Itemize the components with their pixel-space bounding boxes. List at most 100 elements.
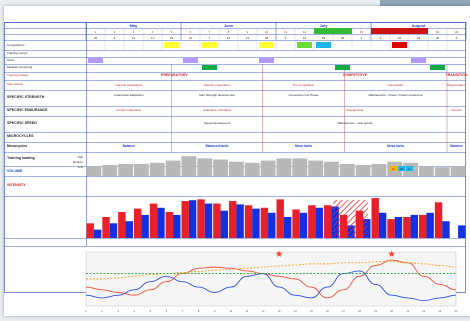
week-number: 12 xyxy=(303,30,307,34)
row-label: Tests xyxy=(7,58,15,62)
row-label: Medical monitoring xyxy=(7,65,33,69)
intensity-bar xyxy=(442,221,450,238)
intensity-bar xyxy=(252,208,260,238)
volume-bar xyxy=(244,205,253,238)
row-label: Mesocycles xyxy=(7,144,27,148)
strength-block: Conversion into Power xyxy=(288,93,318,97)
volume-bar xyxy=(213,203,221,238)
marker-competitions xyxy=(164,42,179,48)
intensity-bar xyxy=(220,210,228,238)
intensity-bar xyxy=(236,204,244,238)
intensity-bar xyxy=(141,214,149,238)
intensity-bar xyxy=(109,223,118,238)
load-bar xyxy=(355,165,371,176)
strength-block: Anatomical adaptation xyxy=(114,93,144,97)
week-date: 10 xyxy=(132,36,136,40)
endurance-block: Ergogenesis xyxy=(347,108,364,112)
load-bar xyxy=(229,161,244,176)
week-date: 23 xyxy=(417,36,421,40)
week-date: 5 xyxy=(285,36,287,40)
calendar-markers xyxy=(88,28,445,70)
load-bar xyxy=(339,163,355,176)
row-label: INTENSITY xyxy=(7,183,26,187)
row-label: SPECIFIC ENDURANCE xyxy=(7,108,48,112)
volume-bar xyxy=(419,214,427,238)
microcycle-label: Balanced lactic xyxy=(205,144,228,148)
week-date: 16 xyxy=(398,36,402,40)
volume-bar xyxy=(308,205,316,238)
intensity-bar xyxy=(268,212,276,238)
x-tick-label: 20 xyxy=(390,309,393,313)
load-bar xyxy=(450,166,466,176)
subphase-label: Regeneration xyxy=(447,83,465,87)
week-number: 15 xyxy=(360,30,364,34)
subphase-label: General preparation xyxy=(115,83,142,87)
load-level-label: Low xyxy=(78,165,84,169)
endurance-block: Anaerobic endurance xyxy=(203,108,232,112)
load-level-label: Medium xyxy=(73,160,84,164)
endurance-block: Aerobic xyxy=(451,108,462,112)
week-date: 19 xyxy=(322,36,326,40)
week-number: 10 xyxy=(265,30,269,34)
x-tick-label: 13 xyxy=(278,309,281,313)
x-tick-label: 15 xyxy=(310,309,313,313)
load-bar xyxy=(165,160,181,176)
intensity-bar xyxy=(315,207,323,238)
load-bar xyxy=(134,163,149,176)
legend-label: H xyxy=(392,167,394,171)
month-label: May xyxy=(130,23,139,28)
week-number: 7 xyxy=(209,30,211,34)
intensity-bar xyxy=(299,212,308,238)
legend-swatch xyxy=(406,166,413,171)
speed-block: Maintenance - race speed xyxy=(338,121,373,125)
month-label: June xyxy=(224,23,234,28)
week-date: 26 xyxy=(341,36,345,40)
row-label: Training loading xyxy=(7,156,35,160)
intensity-bar xyxy=(378,212,387,238)
week-date: 17 xyxy=(151,36,155,40)
series-line xyxy=(85,270,457,302)
x-tick-label: 12 xyxy=(262,309,265,313)
week-number: 8 xyxy=(228,30,230,34)
volume-bar xyxy=(181,201,189,238)
volume-bar xyxy=(324,205,332,238)
week-number: 3 xyxy=(133,30,135,34)
volume-bar xyxy=(292,209,300,238)
intensity-bar xyxy=(93,229,102,238)
marker-tests xyxy=(88,58,103,63)
week-date: 7 xyxy=(209,36,211,40)
load-bar xyxy=(149,162,165,176)
month-header: May June July August xyxy=(130,23,426,28)
row-label: Training phases xyxy=(7,73,29,77)
volume-bar xyxy=(229,201,237,238)
series-line xyxy=(85,259,457,299)
row-label: Competitions xyxy=(7,43,25,47)
x-tick-label: 4 xyxy=(134,309,136,313)
x-tick-label: 8 xyxy=(198,309,200,313)
strength-block: Maintenance - Power / Power endurance xyxy=(369,93,424,97)
week-date: 9 xyxy=(380,36,382,40)
volume-bar xyxy=(86,223,94,238)
x-tick-label: 2 xyxy=(101,309,103,313)
legend-swatch xyxy=(398,166,405,171)
series-line xyxy=(86,261,457,280)
load-bar xyxy=(292,158,308,176)
row-label: MICROCYCLES xyxy=(7,134,34,138)
x-tick-label: 3 xyxy=(117,309,119,313)
load-bar xyxy=(213,159,228,176)
marker-tests xyxy=(411,58,426,63)
load-bar xyxy=(276,158,292,176)
load-bar xyxy=(371,163,387,176)
x-tick-label: 16 xyxy=(326,309,329,313)
x-tick-label: 6 xyxy=(166,309,168,313)
month-label: July xyxy=(319,23,328,28)
x-tick-label: 18 xyxy=(358,309,361,313)
volume-bar xyxy=(134,208,142,238)
row-labels: Competitions Training camps Tests Medical m… xyxy=(7,43,48,187)
load-level-label: high xyxy=(78,155,84,159)
performance-curve-chart: 1 2 3 4 5 6 7 8 9 10 11 12 13 14 15 16 17 18 19 20 21 22 23 24 xyxy=(85,250,458,313)
